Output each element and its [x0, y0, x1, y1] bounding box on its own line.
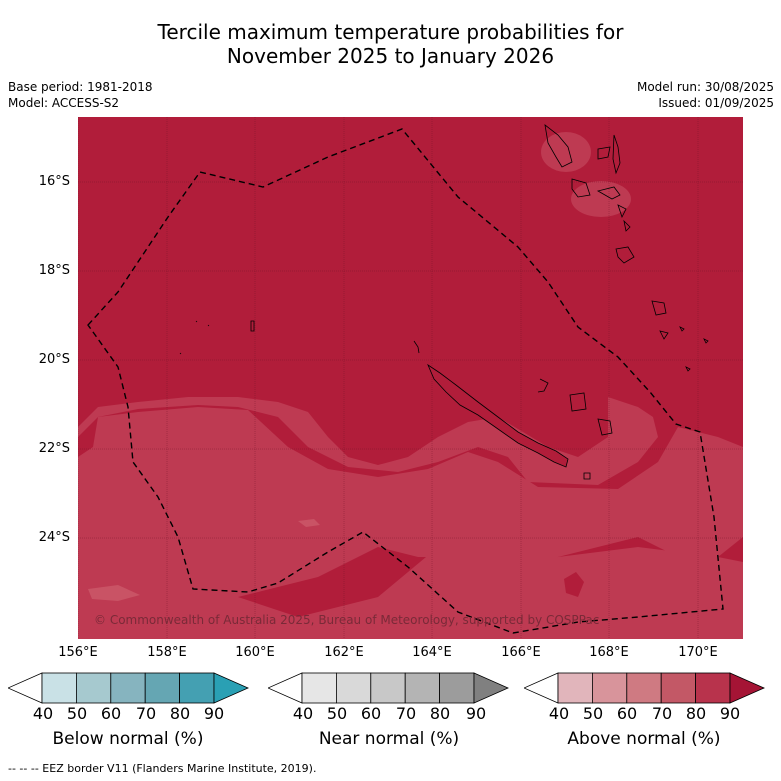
below-tick-50: 50: [66, 704, 88, 723]
below-normal-label: Below normal (%): [52, 729, 204, 749]
above-80-region: [78, 397, 658, 485]
map-canvas: [78, 117, 743, 639]
above-90-patch-south: [564, 572, 584, 597]
near-tick-80: 80: [429, 704, 451, 723]
belep-islands: [413, 340, 420, 354]
vanuatu-islands: [544, 124, 709, 372]
above-tick-90: 90: [719, 704, 741, 723]
near-tick-40: 40: [292, 704, 314, 723]
below-colorbar-extend-low: [8, 672, 43, 704]
near-tick-50: 50: [326, 704, 348, 723]
y-tick-20s: 20°S: [38, 352, 70, 367]
map-title: Tercile maximum temperature probabilitie…: [0, 20, 781, 68]
above-tick-40: 40: [548, 704, 570, 723]
title-line-1: Tercile maximum temperature probabilitie…: [157, 20, 624, 44]
small-islands: [179, 320, 255, 355]
base-period: Base period: 1981-2018: [8, 80, 153, 94]
below-colorbar-extend-high: [213, 672, 249, 704]
above-colorbar-extend-high: [729, 672, 765, 704]
isle-of-pines: [583, 472, 591, 480]
loyalty-ouvea: [537, 378, 549, 393]
x-tick-156e: 156°E: [58, 645, 98, 660]
y-tick-22s: 22°S: [38, 441, 70, 456]
above-tick-60: 60: [616, 704, 638, 723]
above-80-vanuatu-north: [541, 132, 591, 172]
above-tick-50: 50: [582, 704, 604, 723]
near-colorbar-segment: [370, 672, 406, 704]
model-run: Model run: 30/08/2025: [636, 80, 774, 94]
issued-date: Issued: 01/09/2025: [658, 96, 774, 110]
y-tick-16s: 16°S: [38, 174, 70, 189]
copyright-note: © Commonwealth of Australia 2025, Bureau…: [94, 613, 600, 627]
x-tick-170e: 170°E: [678, 645, 718, 660]
eez-footnote: -- -- -- EEZ border V11 (Flanders Marine…: [8, 762, 317, 775]
below-tick-70: 70: [135, 704, 157, 723]
x-tick-168e: 168°E: [589, 645, 629, 660]
loyalty-lifou: [569, 392, 587, 412]
below-tick-90: 90: [203, 704, 225, 723]
x-tick-162e: 162°E: [324, 645, 364, 660]
near-tick-70: 70: [395, 704, 417, 723]
below-colorbar-segment: [41, 672, 77, 704]
near-tick-60: 60: [360, 704, 382, 723]
below-tick-40: 40: [32, 704, 54, 723]
graticule: [78, 117, 743, 639]
near-colorbar-segment: [301, 672, 337, 704]
below-colorbar-segment: [110, 672, 146, 704]
above-80-south: [78, 407, 743, 639]
near-colorbar-segment: [404, 672, 440, 704]
above-colorbar-segment: [557, 672, 593, 704]
below-colorbar-segment: [144, 672, 180, 704]
x-tick-166e: 166°E: [501, 645, 541, 660]
below-tick-80: 80: [169, 704, 191, 723]
above-colorbar-extend-low: [524, 672, 559, 704]
near-normal-label: Near normal (%): [318, 729, 460, 749]
y-tick-18s: 18°S: [38, 263, 70, 278]
above-80-vanuatu-mid: [571, 181, 631, 217]
near-colorbar-extend-low: [268, 672, 303, 704]
near-normal-colorbar: [268, 672, 509, 704]
near-colorbar-segment: [336, 672, 372, 704]
above-colorbar-segment: [592, 672, 628, 704]
x-tick-158e: 158°E: [147, 645, 187, 660]
below-colorbar-segment: [179, 672, 215, 704]
below-tick-60: 60: [100, 704, 122, 723]
x-tick-164e: 164°E: [412, 645, 452, 660]
model-name: Model: ACCESS-S2: [8, 96, 120, 110]
new-caledonia-island: [427, 363, 569, 468]
loyalty-mare: [597, 418, 613, 436]
near-colorbar-extend-high: [473, 672, 509, 704]
eez-border: [87, 128, 724, 634]
above-colorbar-segment: [660, 672, 696, 704]
above-80-south-lower: [78, 537, 743, 639]
above-normal-colorbar: [524, 672, 765, 704]
above-normal-label: Above normal (%): [567, 729, 721, 749]
x-tick-160e: 160°E: [235, 645, 275, 660]
y-tick-24s: 24°S: [38, 530, 70, 545]
near-colorbar-segment: [439, 672, 475, 704]
below-colorbar-segment: [76, 672, 112, 704]
above-70-patch: [88, 585, 140, 601]
above-70-patch-2: [298, 519, 320, 527]
near-tick-90: 90: [465, 704, 487, 723]
above-colorbar-segment: [626, 672, 662, 704]
meta-left: Base period: 1981-2018 Model: ACCESS-S2: [8, 79, 153, 111]
above-colorbar-segment: [695, 672, 731, 704]
probability-map: © Commonwealth of Australia 2025, Bureau…: [78, 117, 743, 639]
title-line-2: November 2025 to January 2026: [226, 44, 555, 68]
above-tick-80: 80: [685, 704, 707, 723]
below-normal-colorbar: [8, 672, 249, 704]
above-tick-70: 70: [651, 704, 673, 723]
meta-right: Model run: 30/08/2025 Issued: 01/09/2025: [637, 79, 774, 111]
